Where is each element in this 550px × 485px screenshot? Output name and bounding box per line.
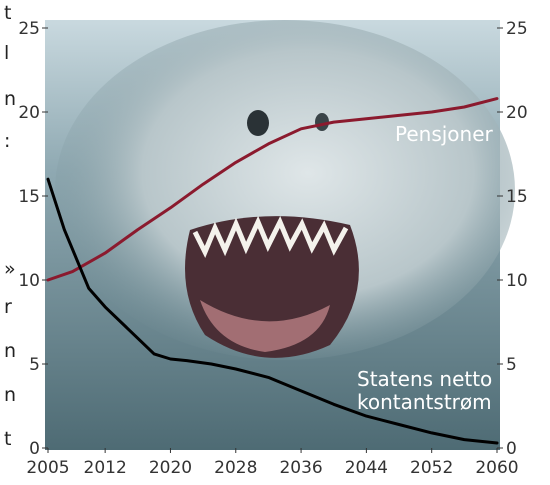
x-tick-label: 2060 [475,458,518,478]
y-tick-label-right: 5 [506,355,517,375]
text-fragment: n [4,384,17,406]
x-tick-label: 2028 [214,458,257,478]
x-axis: 2005 2012 2020 2028 2036 2044 2052 2060 [26,448,519,478]
series-lines [46,97,499,445]
text-fragment: t [4,428,12,450]
y-tick-label-right: 20 [506,103,528,123]
text-fragment: » [4,258,16,280]
annotation-kontantstrom-line1: Statens netto [357,367,492,391]
x-tick-label: 2052 [410,458,453,478]
y-axis-left: 0 5 10 15 20 25 [18,19,48,459]
y-tick-label-left: 0 [29,439,40,459]
annotation-pensjoner: Pensjoner [395,122,494,146]
y-tick-label-right: 15 [506,187,528,207]
x-tick-label: 2044 [345,458,388,478]
annotation-kontantstrom-line2: kontantstrøm [357,390,492,414]
y-tick-label-left: 10 [18,271,40,291]
y-tick-label-right: 10 [506,271,528,291]
x-tick-label: 2020 [149,458,192,478]
y-tick-label-left: 15 [18,187,40,207]
y-axis-right: 0 5 10 15 20 25 [497,19,528,459]
annotation-pensjoner-text: Pensjoner [395,122,494,146]
x-tick-label: 2005 [26,458,69,478]
series-line-pensjoner [46,97,499,282]
y-tick-label-left: 5 [29,355,40,375]
text-fragment: n [4,340,17,362]
text-fragment: r [4,296,12,318]
x-tick-label: 2012 [84,458,127,478]
y-tick-label-right: 0 [506,439,517,459]
text-fragment: l [4,42,10,64]
text-fragment: n [4,88,17,110]
annotation-kontantstrom: Statens netto kontantstrøm [357,367,492,414]
y-tick-label-left: 20 [18,103,40,123]
y-tick-label-right: 25 [506,19,528,39]
text-fragment: t [4,2,12,24]
x-tick-label: 2036 [279,458,322,478]
text-fragment: : [4,130,11,152]
series-line-kontantstrom [46,177,499,445]
y-tick-label-left: 25 [18,19,40,39]
